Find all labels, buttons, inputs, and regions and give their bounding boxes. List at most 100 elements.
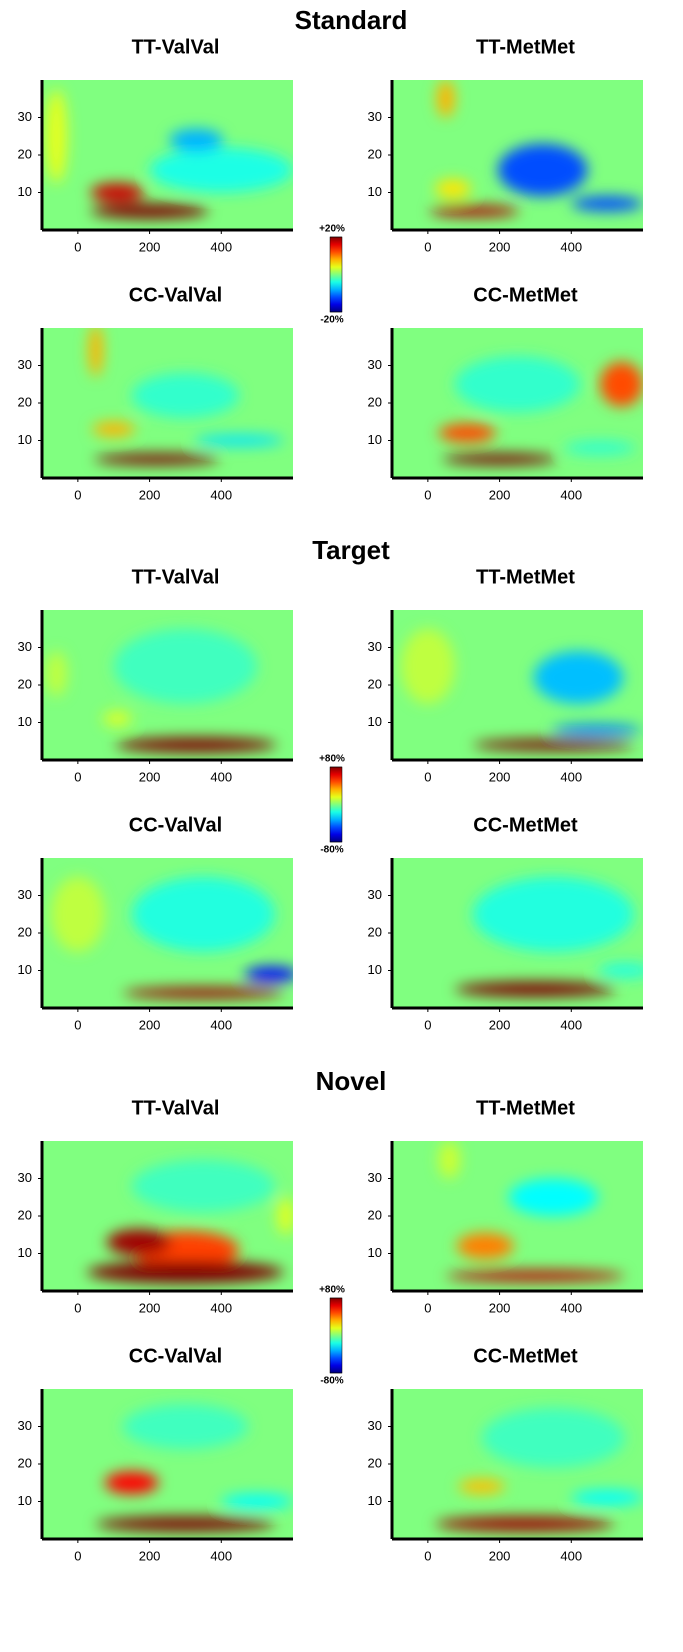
- heatmap-field: [438, 356, 643, 465]
- y-tick-label: 10: [368, 432, 382, 447]
- heatmap-blob: [454, 981, 617, 997]
- heatmap-blob: [458, 1479, 505, 1494]
- x-tick-label: 0: [424, 1548, 431, 1563]
- x-tick-label: 400: [210, 1017, 232, 1032]
- heatmap-blob: [106, 1229, 172, 1256]
- y-tick-label: 20: [18, 1207, 32, 1222]
- heatmap-blob: [571, 1490, 643, 1506]
- x-tick-label: 200: [489, 239, 511, 254]
- heatmap-field: [435, 1407, 643, 1532]
- heatmap-blob: [481, 1407, 626, 1468]
- heatmap-blob: [93, 453, 220, 465]
- heatmap-blob: [169, 128, 224, 152]
- heatmap-blob: [88, 328, 103, 377]
- y-tick-label: 30: [368, 109, 382, 124]
- heatmap-blob: [90, 203, 209, 219]
- panel-title: TT-MetMet: [476, 566, 575, 588]
- heatmap: [392, 1389, 643, 1539]
- heatmap: [42, 80, 293, 230]
- y-tick-label: 10: [368, 714, 382, 729]
- colorbar-label: -80%: [320, 845, 343, 856]
- heatmap-blob: [438, 423, 496, 443]
- heatmap-field: [45, 89, 293, 219]
- panel-title: CC-MetMet: [473, 1345, 578, 1367]
- y-tick-label: 10: [18, 184, 32, 199]
- heatmap: [42, 1141, 293, 1291]
- x-tick-label: 0: [424, 1017, 431, 1032]
- x-tick-label: 0: [74, 1300, 81, 1315]
- y-tick-label: 20: [368, 676, 382, 691]
- x-tick-label: 400: [560, 239, 582, 254]
- panel-title: TT-MetMet: [476, 1097, 575, 1119]
- panel-title: TT-ValVal: [132, 566, 220, 588]
- heatmap-blob: [50, 876, 105, 952]
- heatmap: [392, 858, 643, 1008]
- y-tick-label: 10: [18, 962, 32, 977]
- y-tick-label: 20: [18, 146, 32, 161]
- heatmap-blob: [533, 651, 624, 704]
- x-tick-label: 0: [424, 487, 431, 502]
- heatmap-blob: [571, 196, 643, 212]
- heatmap-blob: [149, 147, 293, 193]
- y-tick-label: 10: [18, 1245, 32, 1260]
- panel-title: CC-MetMet: [473, 814, 578, 836]
- y-tick-label: 10: [368, 1245, 382, 1260]
- heatmap-blob: [45, 89, 68, 184]
- x-tick-label: 0: [74, 487, 81, 502]
- heatmap-blob: [102, 711, 132, 727]
- y-tick-label: 20: [368, 924, 382, 939]
- x-tick-label: 0: [74, 769, 81, 784]
- panel-title: CC-ValVal: [129, 1345, 222, 1367]
- heatmap-blob: [122, 1404, 249, 1449]
- heatmap: [42, 1389, 293, 1539]
- colorbar: [329, 236, 343, 313]
- heatmap-field: [86, 1159, 293, 1284]
- panel-title: TT-ValVal: [132, 36, 220, 58]
- y-tick-label: 30: [368, 357, 382, 372]
- section-title: Novel: [316, 1066, 387, 1096]
- heatmap-blob: [599, 361, 643, 407]
- heatmap-field: [95, 1404, 293, 1532]
- heatmap-blob: [131, 373, 240, 418]
- heatmap-blob: [598, 963, 643, 978]
- y-tick-label: 30: [18, 887, 32, 902]
- colorbar-label: -20%: [320, 315, 343, 326]
- y-tick-label: 10: [368, 1493, 382, 1508]
- y-tick-label: 20: [18, 676, 32, 691]
- y-tick-label: 30: [18, 109, 32, 124]
- colorbar-label: +20%: [319, 224, 345, 235]
- heatmap-blob: [456, 1232, 514, 1260]
- heatmap-blob: [131, 876, 276, 952]
- panel-title: CC-MetMet: [473, 284, 578, 306]
- heatmap: [42, 610, 293, 760]
- heatmap-blob: [435, 1516, 615, 1532]
- heatmap: [392, 328, 643, 478]
- x-tick-label: 400: [560, 769, 582, 784]
- y-tick-label: 30: [18, 1170, 32, 1185]
- x-tick-label: 400: [210, 1300, 232, 1315]
- x-tick-label: 400: [210, 1548, 232, 1563]
- y-tick-label: 20: [368, 1207, 382, 1222]
- y-tick-label: 10: [18, 714, 32, 729]
- heatmap-blob: [244, 966, 293, 982]
- heatmap: [392, 610, 643, 760]
- panel-title: TT-ValVal: [132, 1097, 220, 1119]
- heatmap-field: [400, 628, 642, 751]
- x-tick-label: 400: [560, 487, 582, 502]
- y-tick-label: 30: [18, 1418, 32, 1433]
- x-tick-label: 0: [424, 239, 431, 254]
- x-tick-label: 0: [74, 1548, 81, 1563]
- heatmap-blob: [472, 876, 635, 952]
- x-tick-label: 400: [560, 1300, 582, 1315]
- heatmap-blob: [436, 80, 455, 118]
- heatmap-background: [392, 1389, 643, 1539]
- heatmap-field: [45, 628, 277, 753]
- x-tick-label: 0: [74, 1017, 81, 1032]
- x-tick-label: 400: [560, 1017, 582, 1032]
- x-tick-label: 0: [74, 239, 81, 254]
- heatmap-blob: [95, 1516, 276, 1532]
- x-tick-label: 400: [560, 1548, 582, 1563]
- heatmap-blob: [90, 183, 145, 202]
- heatmap: [392, 1141, 643, 1291]
